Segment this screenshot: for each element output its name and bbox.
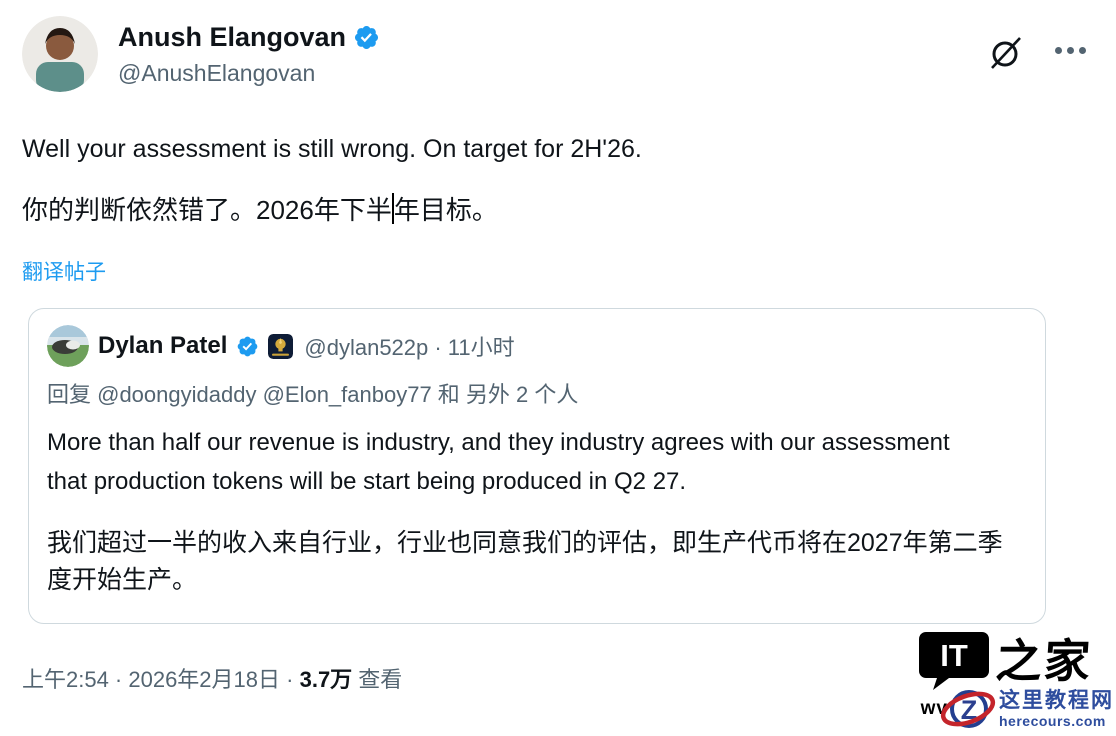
translate-post-link[interactable]: 翻译帖子 <box>22 261 106 284</box>
ithome-logo-text: IT <box>940 638 968 673</box>
views-label: 查看 <box>352 667 403 692</box>
views-link[interactable]: 3.7万 查看 <box>300 667 403 692</box>
author-name: Anush Elangovan <box>118 22 347 52</box>
ithome-watermark: IT 之家 <box>919 632 1094 690</box>
tweet-text-chinese: 你的判断依然错了。2026年下半年目标。 <box>22 193 1086 226</box>
herecours-watermark: wv Z 这里教程网 herecours.com <box>921 684 1114 734</box>
quoted-text-chinese: 我们超过一半的收入来自行业，行业也同意我们的评估，即生产代币将在2027年第二季… <box>47 529 1003 594</box>
ithome-logo-icon: IT <box>919 632 989 690</box>
tweet-footer: 上午2:54 · 2026年2月18日 · 3.7万 查看 <box>22 662 1086 694</box>
quoted-text-english: More than half our revenue is industry, … <box>47 429 950 495</box>
tweet-header: Anush Elangovan @AnushElangovan <box>22 16 1086 92</box>
author-name-row[interactable]: Anush Elangovan <box>118 22 380 53</box>
herecours-logo-icon: Z <box>940 690 996 728</box>
quoted-tweet-header: Dylan Patel @dylan522p · 11小时 <box>47 325 1025 367</box>
timestamp: 上午2:54 · 2026年2月18日 <box>22 667 281 692</box>
grok-icon[interactable] <box>985 32 1025 72</box>
quoted-author-name: Dylan Patel <box>98 332 228 359</box>
tweet-text-chinese-post: 年目标。 <box>393 195 498 225</box>
ithome-brand-text: 之家 <box>994 634 1094 688</box>
quoted-verified-badge-icon <box>238 336 258 356</box>
footer-separator: · <box>280 667 300 692</box>
more-options-icon[interactable] <box>1055 32 1086 54</box>
quoted-handle-and-time: @dylan522p · 11小时 <box>304 335 515 360</box>
author-avatar[interactable] <box>22 16 98 92</box>
views-count: 3.7万 <box>299 667 353 692</box>
herecours-partial-url: wv <box>920 698 948 719</box>
author-handle[interactable]: @AnushElangovan <box>118 60 316 86</box>
herecours-site-name: 这里教程网 <box>999 688 1114 712</box>
tweet-body: Well your assessment is still wrong. On … <box>22 134 1086 226</box>
quoted-avatar-image <box>47 325 89 367</box>
author-names: Anush Elangovan @AnushElangovan <box>118 16 380 87</box>
tweet-text-english: Well your assessment is still wrong. On … <box>22 135 642 163</box>
herecours-logo-letter: Z <box>961 695 978 725</box>
header-actions <box>985 16 1086 72</box>
tweet-detail: Anush Elangovan @AnushElangovan Well you… <box>22 16 1086 694</box>
quoted-author-avatar <box>47 325 89 367</box>
author-avatar-image <box>22 16 98 92</box>
herecours-texts: 这里教程网 herecours.com <box>999 689 1114 729</box>
affiliate-badge-icon <box>268 333 294 359</box>
herecours-domain: herecours.com <box>999 713 1106 730</box>
verified-badge-icon <box>355 25 379 50</box>
tweet-text-chinese-pre: 你的判断依然错了。2026年下半 <box>22 195 392 225</box>
text-caret-icon <box>391 193 394 224</box>
quoted-reply-context: 回复 @doongyidaddy @Elon_fanboy77 和 另外 2 个… <box>47 382 579 407</box>
quoted-tweet-card[interactable]: Dylan Patel @dylan522p · 11小时 回复 @doongy… <box>28 308 1046 624</box>
